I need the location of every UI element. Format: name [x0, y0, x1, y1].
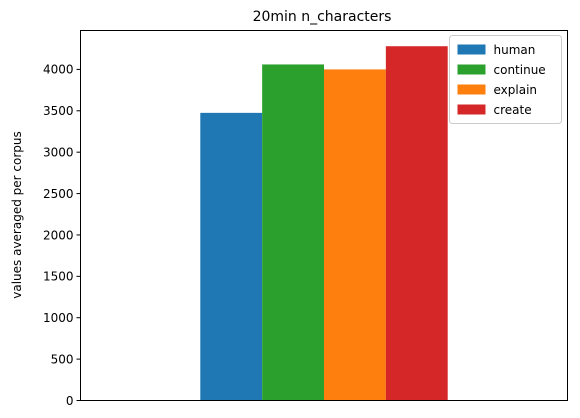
plot-frame — [80, 30, 568, 401]
bar-create — [385, 46, 448, 401]
y-tick-label: 3000 — [43, 145, 74, 159]
bars-group — [200, 46, 448, 401]
y-tick-label: 2500 — [43, 187, 74, 201]
legend-swatch-create — [457, 104, 486, 115]
legend-swatch-explain — [457, 84, 486, 95]
legend-label-continue: continue — [494, 63, 546, 77]
y-tick-label: 1500 — [43, 270, 74, 284]
chart-title: 20min n_characters — [253, 9, 392, 25]
legend-swatch-continue — [457, 64, 486, 75]
y-axis-label: values averaged per corpus — [10, 131, 24, 299]
bar-human — [200, 112, 263, 401]
legend-swatch-human — [457, 44, 486, 55]
legend-label-explain: explain — [494, 83, 538, 97]
y-tick-label: 500 — [51, 352, 74, 366]
legend-label-create: create — [494, 103, 532, 117]
bar-explain — [324, 69, 386, 401]
y-tick-label: 2000 — [43, 228, 74, 242]
y-tick-label: 1000 — [43, 311, 74, 325]
legend: human continue explain create — [449, 35, 562, 124]
legend-box — [449, 35, 562, 124]
legend-label-human: human — [494, 43, 536, 57]
y-tick-label: 3500 — [43, 104, 74, 118]
y-tick-label: 0 — [66, 394, 74, 408]
y-axis: 0 500 1000 1500 2000 2500 3000 3500 4000 — [43, 63, 81, 408]
y-tick-label: 4000 — [43, 63, 74, 77]
bar-continue — [262, 64, 324, 401]
